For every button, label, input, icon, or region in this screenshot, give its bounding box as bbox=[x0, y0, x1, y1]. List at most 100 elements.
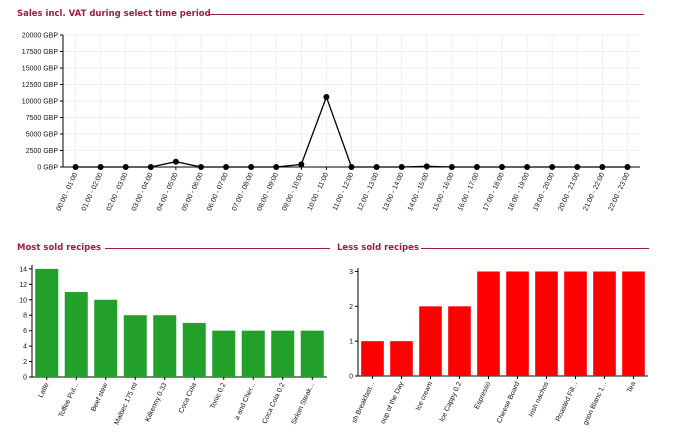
line-chart-xtick-label: 19:00 - 20:00 bbox=[532, 172, 556, 212]
sales-data-point bbox=[223, 164, 230, 170]
line-chart-xtick-label: 10:00 - 11:00 bbox=[307, 172, 331, 212]
most-sold-category-label: a and Cher... bbox=[234, 382, 257, 421]
less-sold-bar bbox=[564, 271, 587, 376]
less-sold-ytick-label: 3 bbox=[349, 269, 353, 276]
sales-data-point bbox=[273, 164, 280, 170]
sales-data-point bbox=[248, 164, 255, 170]
sales-data-point bbox=[323, 94, 330, 101]
most-sold-bar bbox=[123, 315, 147, 377]
line-chart-xtick-label: 20:00 - 21:00 bbox=[557, 172, 581, 212]
most-sold-bar bbox=[300, 330, 324, 377]
most-sold-category-label: Latte bbox=[38, 382, 51, 399]
less-sold-category-label: Ice cream bbox=[415, 381, 434, 412]
less-sold-ytick-label: 1 bbox=[349, 339, 353, 346]
sales-data-point bbox=[298, 161, 305, 168]
less-sold-category-label: oup of the Day bbox=[380, 380, 406, 425]
line-chart-xtick-label: 07:00 - 08:00 bbox=[231, 172, 255, 212]
less-sold-bar bbox=[622, 271, 645, 376]
less-sold-bar bbox=[419, 306, 442, 376]
most-sold-bar bbox=[94, 299, 118, 377]
line-chart-xtick-label: 21:00 - 22:00 bbox=[582, 172, 606, 212]
most-sold-title: Most sold recipes bbox=[17, 243, 108, 253]
most-sold-category-label: Tonic 0.2 bbox=[209, 382, 227, 410]
most-sold-bar bbox=[182, 322, 206, 377]
line-chart-ytick-label: 20000 GBP bbox=[22, 33, 59, 40]
line-chart-xtick-label: 09:00 - 10:00 bbox=[281, 172, 305, 212]
line-chart-ytick-label: 7500 GBP bbox=[26, 115, 59, 122]
sales-data-point bbox=[122, 164, 129, 170]
sales-data-point bbox=[624, 164, 631, 170]
sales-data-point bbox=[423, 163, 430, 170]
line-chart-xtick-label: 14:00 - 15:00 bbox=[407, 172, 431, 212]
less-sold-ytick-label: 0 bbox=[349, 374, 353, 381]
most-sold-bar bbox=[241, 330, 265, 377]
less-sold-bar bbox=[506, 271, 529, 376]
less-sold-bar bbox=[448, 306, 471, 376]
sales-data-point bbox=[348, 164, 355, 170]
line-chart-xtick-label: 17:00 - 18:00 bbox=[482, 172, 506, 212]
most-sold-category-label: Coca Cola bbox=[178, 382, 198, 415]
line-chart-xtick-label: 22:00 - 23:00 bbox=[607, 172, 631, 212]
less-sold-category-label: gnon Blanc 1... bbox=[582, 381, 608, 426]
line-chart-ytick-label: 12500 GBP bbox=[22, 82, 59, 89]
most-sold-category-label: Toffee Put... bbox=[58, 382, 80, 419]
line-chart-ytick-label: 10000 GBP bbox=[22, 99, 59, 106]
line-chart-ytick-label: 2500 GBP bbox=[26, 148, 59, 155]
line-chart-xtick-label: 03:00 - 04:00 bbox=[131, 172, 155, 212]
less-sold-title-rule bbox=[421, 248, 649, 249]
line-chart-xtick-label: 11:00 - 12:00 bbox=[332, 172, 356, 212]
line-chart-xtick-label: 02:00 - 03:00 bbox=[106, 172, 130, 212]
most-sold-bar bbox=[64, 292, 88, 377]
most-sold-bar bbox=[153, 315, 177, 377]
less-sold-bar bbox=[361, 341, 384, 376]
line-chart-xtick-label: 12:00 - 13:00 bbox=[357, 172, 381, 212]
most-sold-bar bbox=[212, 330, 236, 377]
sales-data-point bbox=[97, 164, 104, 170]
line-chart-ytick-label: 0 GBP bbox=[37, 165, 58, 172]
sales-data-point bbox=[524, 164, 531, 170]
less-sold-category-label: Irish nachos bbox=[528, 380, 551, 418]
most-sold-ytick-label: 2 bbox=[23, 359, 27, 366]
most-sold-ytick-label: 10 bbox=[19, 297, 27, 304]
sales-data-point bbox=[72, 164, 79, 170]
most-sold-ytick-label: 8 bbox=[23, 313, 27, 320]
most-sold-bar bbox=[271, 330, 295, 377]
most-sold-ytick-label: 0 bbox=[23, 375, 27, 382]
most-sold-ytick-label: 4 bbox=[23, 344, 27, 351]
most-sold-title-rule bbox=[105, 248, 330, 249]
line-chart-xtick-label: 16:00 - 17:00 bbox=[457, 172, 481, 212]
less-sold-category-label: Tea bbox=[626, 381, 637, 394]
most-sold-bar bbox=[35, 268, 59, 377]
line-chart-xtick-label: 13:00 - 14:00 bbox=[382, 172, 406, 212]
line-chart-xtick-label: 08:00 - 09:00 bbox=[256, 172, 280, 212]
line-chart-xtick-label: 04:00 - 05:00 bbox=[156, 172, 180, 212]
less-sold-bar bbox=[593, 271, 616, 376]
most-sold-category-label: Sirloin Steak... bbox=[291, 382, 316, 426]
less-sold-category-label: Espresso bbox=[474, 381, 493, 411]
sales-data-point bbox=[549, 164, 556, 170]
line-chart-xtick-label: 01:00 - 02:00 bbox=[81, 172, 105, 212]
line-chart-xtick-label: 06:00 - 07:00 bbox=[206, 172, 230, 212]
most-sold-ytick-label: 14 bbox=[19, 266, 27, 273]
sales-title-rule bbox=[210, 14, 644, 15]
less-sold-category-label: Ice Cappy 0.2 bbox=[439, 381, 464, 423]
line-chart-xtick-label: 00:00 - 01:00 bbox=[56, 172, 80, 212]
line-chart-ytick-label: 15000 GBP bbox=[22, 66, 59, 73]
sales-data-point bbox=[373, 164, 380, 170]
less-sold-category-label: Roasted Fill... bbox=[555, 381, 579, 423]
most-sold-ytick-label: 12 bbox=[19, 282, 27, 289]
less-sold-bar bbox=[477, 271, 500, 376]
sales-data-point bbox=[448, 164, 455, 170]
line-chart-xtick-label: 05:00 - 06:00 bbox=[181, 172, 205, 212]
sales-data-point bbox=[147, 164, 154, 170]
less-sold-category-label: Cheese Board bbox=[496, 381, 521, 425]
line-chart-ytick-label: 5000 GBP bbox=[26, 132, 59, 139]
sales-data-point bbox=[599, 164, 606, 170]
sales-chart-title: Sales incl. VAT during select time perio… bbox=[17, 9, 217, 19]
less-sold-category-label: sh Breakfast... bbox=[351, 381, 376, 425]
sales-data-point bbox=[197, 164, 204, 170]
less-sold-bar bbox=[535, 271, 558, 376]
most-sold-category-label: Beef stew bbox=[90, 381, 110, 413]
most-sold-ytick-label: 6 bbox=[23, 328, 27, 335]
